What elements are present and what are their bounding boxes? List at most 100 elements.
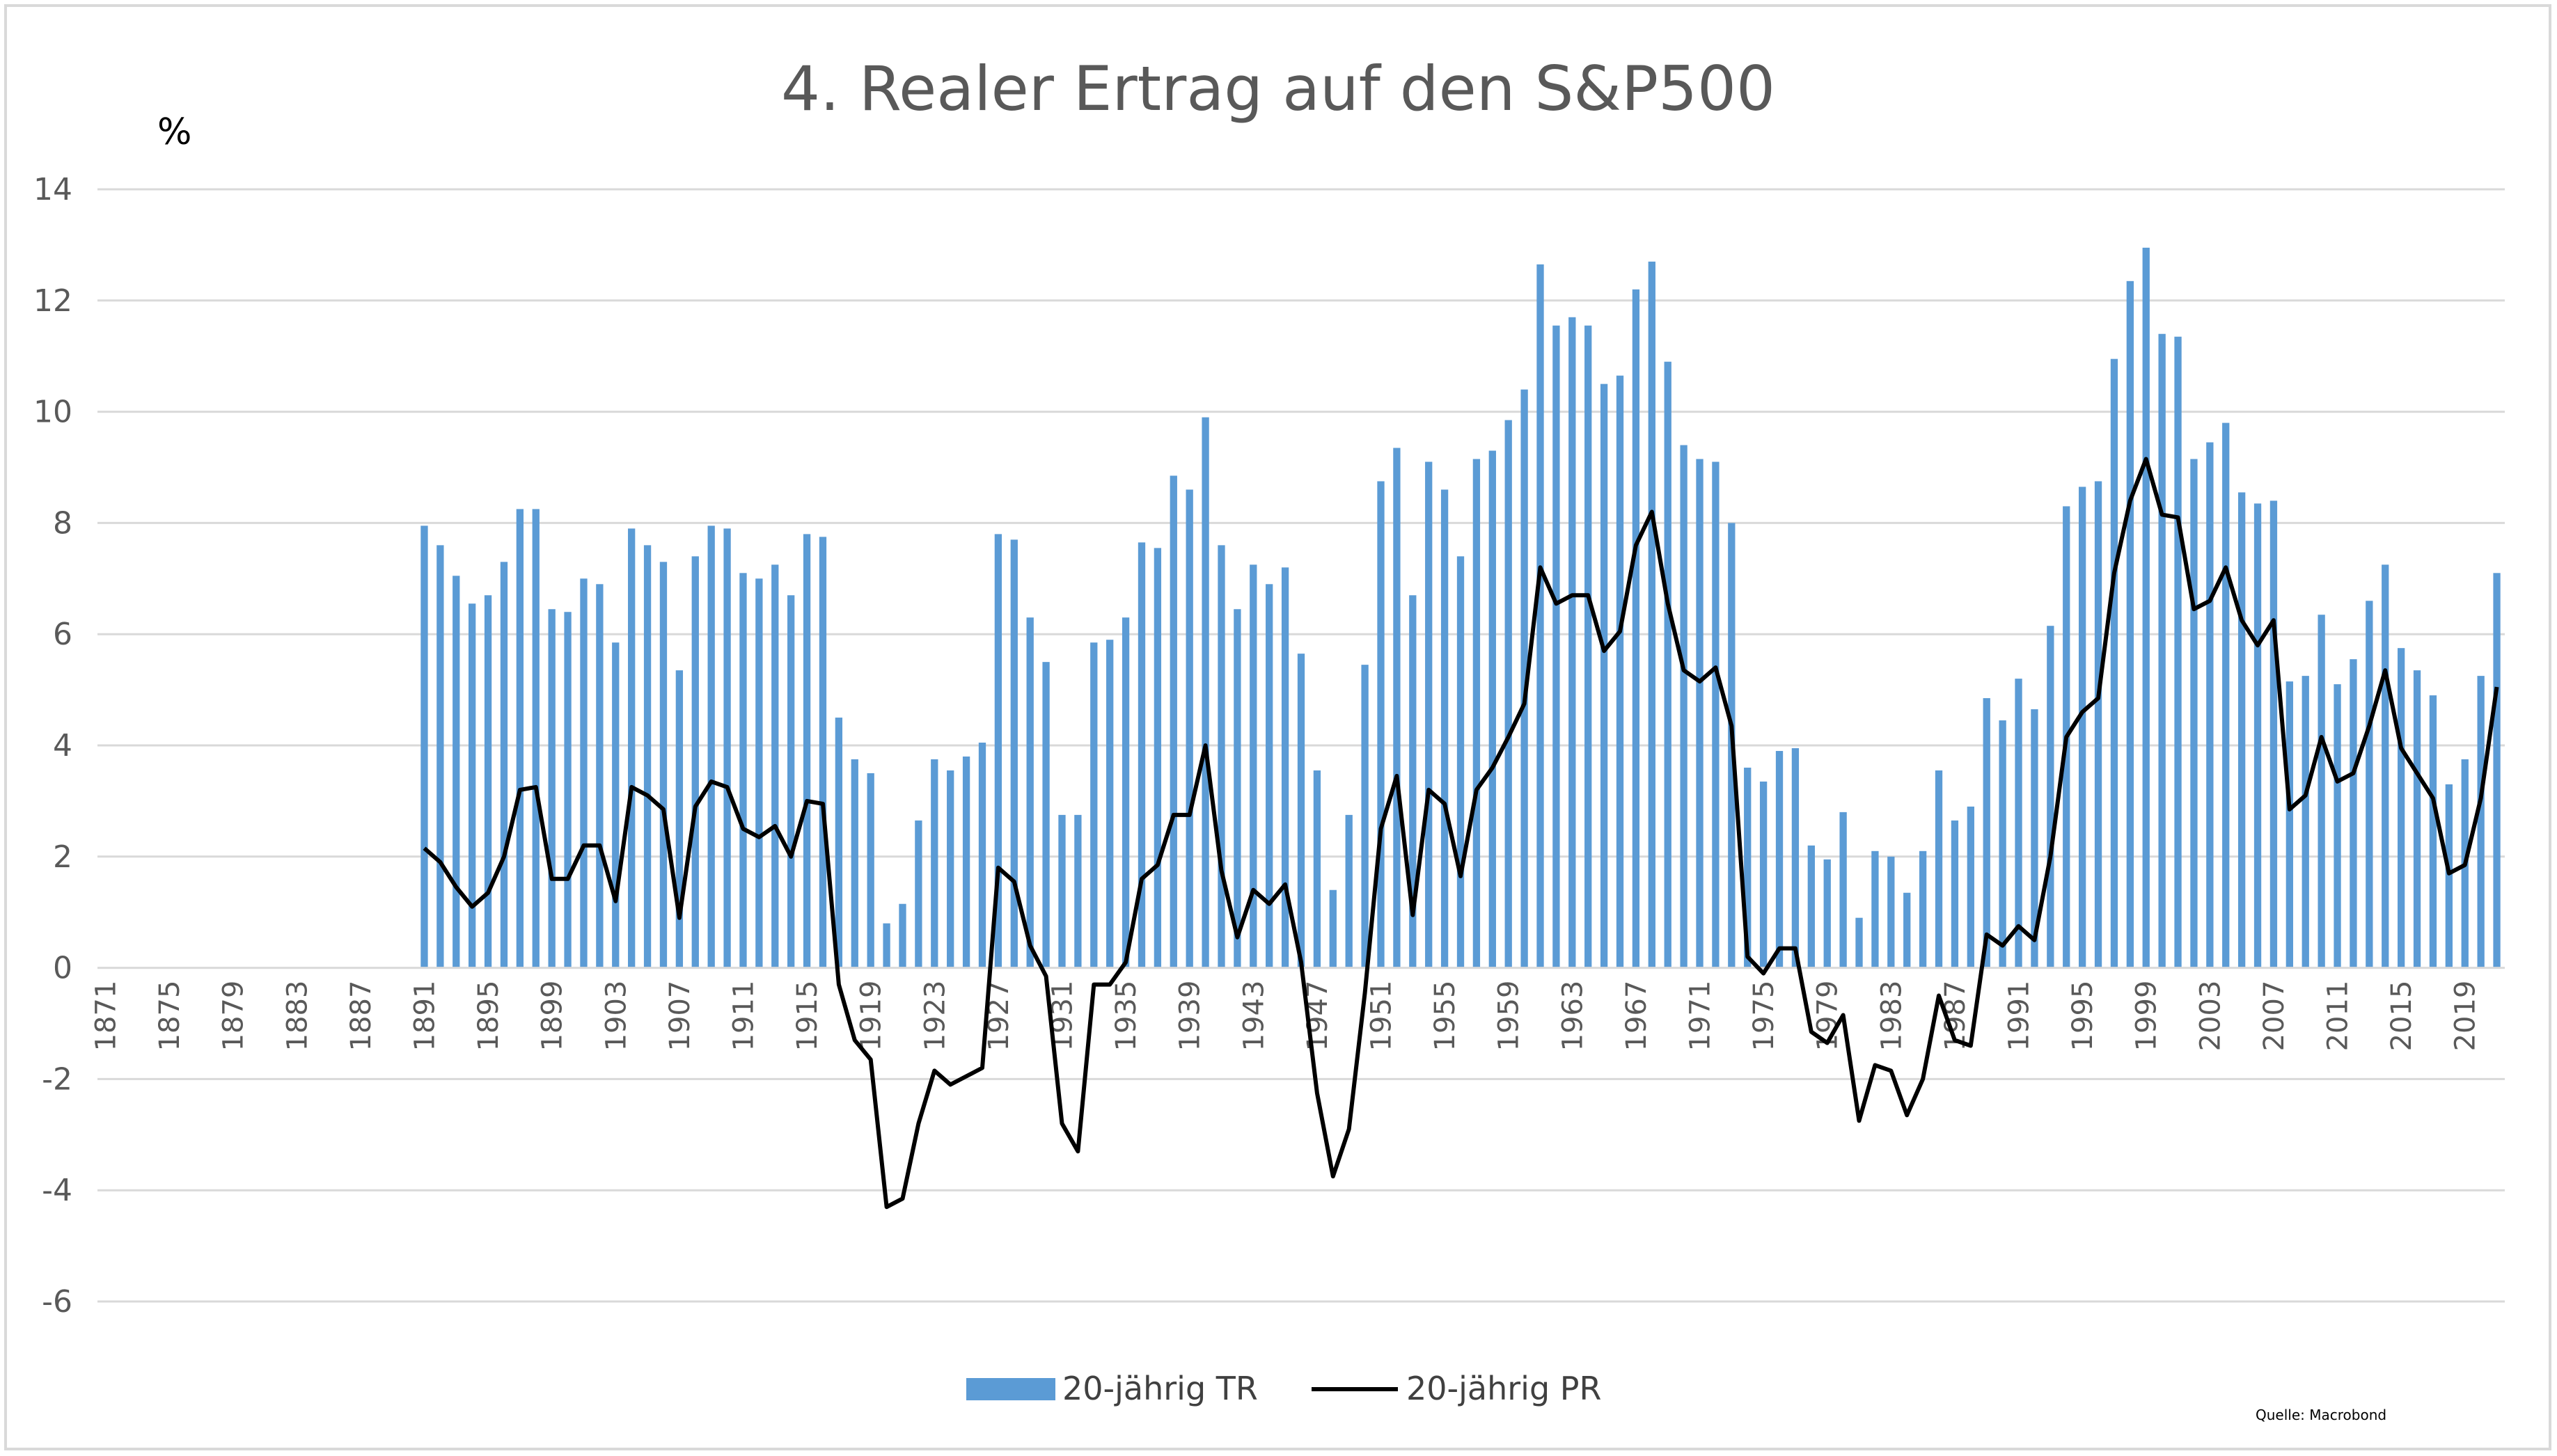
bar-tr-2004 <box>2222 422 2230 968</box>
y-tick-label: 4 <box>53 728 72 763</box>
bar-tr-1936 <box>1138 542 1146 968</box>
bar-tr-2001 <box>2174 336 2182 968</box>
bar-tr-1967 <box>1632 289 1640 968</box>
bar-tr-1921 <box>899 903 906 968</box>
bar-tr-1992 <box>2031 709 2038 968</box>
bar-tr-1951 <box>1377 481 1385 968</box>
legend-label-pr: 20-jährig PR <box>1406 1370 1601 1407</box>
bar-tr-1986 <box>1935 770 1943 968</box>
bar-tr-1993 <box>2047 626 2054 968</box>
bar-tr-1916 <box>819 537 827 968</box>
bar-tr-1962 <box>1552 325 1560 968</box>
x-tick-label: 1923 <box>919 981 951 1052</box>
x-tick-label: 1915 <box>792 981 824 1052</box>
bar-tr-1900 <box>564 612 572 968</box>
bar-tr-1983 <box>1887 856 1895 968</box>
x-tick-label: 1903 <box>600 981 632 1052</box>
bar-tr-1911 <box>739 573 747 968</box>
x-tick-label: 1895 <box>473 981 505 1052</box>
bar-tr-1997 <box>2110 358 2118 968</box>
bar-tr-2005 <box>2237 492 2246 968</box>
x-tick-label: 1967 <box>1621 981 1653 1052</box>
x-tick-label: 2003 <box>2194 981 2226 1052</box>
bar-tr-2000 <box>2158 333 2166 968</box>
bar-tr-1998 <box>2126 280 2134 968</box>
bar-tr-1918 <box>851 759 858 968</box>
x-tick-label: 1995 <box>2067 981 2099 1052</box>
bar-tr-1935 <box>1122 617 1130 968</box>
bar-tr-1987 <box>1951 820 1959 968</box>
bar-tr-1926 <box>978 743 986 968</box>
bar-tr-1898 <box>532 509 540 968</box>
bar-tr-1956 <box>1456 556 1465 968</box>
bar-tr-1939 <box>1186 489 1193 968</box>
bar-tr-1959 <box>1504 420 1512 968</box>
bar-tr-1972 <box>1712 461 1720 968</box>
line-series-pr <box>423 457 2499 1210</box>
bar-tr-1985 <box>1919 850 1927 968</box>
bar-tr-1963 <box>1568 317 1576 968</box>
bar-tr-1927 <box>994 534 1002 968</box>
bar-tr-1995 <box>2078 486 2086 968</box>
bar-tr-1934 <box>1106 640 1114 968</box>
y-tick-label: -6 <box>42 1284 72 1320</box>
bar-tr-1965 <box>1600 383 1608 968</box>
bar-tr-1947 <box>1313 770 1321 968</box>
x-tick-label: 1951 <box>1366 981 1398 1052</box>
x-tick-label: 1871 <box>90 981 122 1052</box>
x-tick-label: 1935 <box>1110 981 1142 1052</box>
bar-tr-1941 <box>1218 545 1225 968</box>
bar-tr-1894 <box>469 603 476 968</box>
bar-tr-1996 <box>2094 481 2102 968</box>
x-tick-label: 1955 <box>1429 981 1461 1052</box>
x-tick-label: 2007 <box>2258 981 2290 1052</box>
bar-tr-1914 <box>787 595 795 968</box>
x-tick-label: 1963 <box>1557 981 1589 1052</box>
x-tick-label: 1943 <box>1238 981 1270 1052</box>
bar-tr-1961 <box>1536 264 1544 968</box>
bar-tr-1991 <box>2015 679 2022 968</box>
bar-tr-1901 <box>580 578 588 968</box>
bar-tr-2017 <box>2429 695 2437 968</box>
bar-tr-1968 <box>1648 261 1655 968</box>
bar-tr-1931 <box>1058 814 1066 968</box>
bar-tr-2015 <box>2397 648 2405 968</box>
bar-tr-1919 <box>867 773 874 968</box>
bar-tr-1929 <box>1026 617 1034 968</box>
bar-tr-2008 <box>2285 681 2293 968</box>
x-tick-label: 1991 <box>2004 981 2036 1052</box>
y-tick-label: 0 <box>53 951 72 986</box>
legend-swatch-tr <box>966 1378 1055 1400</box>
bar-tr-1891 <box>420 525 428 968</box>
x-tick-label: 1999 <box>2131 981 2163 1052</box>
bar-tr-1938 <box>1170 475 1177 968</box>
bar-tr-1912 <box>755 578 763 968</box>
bar-tr-2013 <box>2366 601 2373 968</box>
x-axis-ticks: 1871 1875 1879 1883 1887 1891 1895 1899 1903 1907… <box>90 981 2481 1052</box>
bar-tr-1940 <box>1202 417 1209 968</box>
x-tick-label: 1975 <box>1748 981 1780 1052</box>
bar-tr-1943 <box>1250 564 1257 968</box>
y-tick-label: 10 <box>33 395 72 430</box>
bar-tr-1908 <box>691 556 699 968</box>
bar-tr-2003 <box>2206 442 2214 968</box>
bar-tr-1910 <box>723 528 731 968</box>
bar-tr-1915 <box>803 534 811 968</box>
bar-tr-1923 <box>931 759 938 968</box>
bar-tr-1954 <box>1425 461 1433 968</box>
x-tick-label: 1879 <box>218 981 250 1052</box>
bar-tr-1971 <box>1696 459 1704 968</box>
bar-tr-1982 <box>1871 850 1879 968</box>
bar-tr-2016 <box>2413 670 2421 968</box>
bar-tr-1930 <box>1042 662 1050 968</box>
bar-tr-1909 <box>707 525 715 968</box>
y-tick-label: 12 <box>33 283 72 319</box>
bar-tr-1977 <box>1791 747 1800 968</box>
bar-tr-1990 <box>1999 720 2006 968</box>
bar-tr-1925 <box>962 756 970 968</box>
bar-tr-1920 <box>883 923 890 968</box>
bar-tr-1913 <box>771 564 779 968</box>
bar-tr-1907 <box>675 670 684 968</box>
bar-tr-2010 <box>2318 615 2325 968</box>
bar-tr-1969 <box>1664 361 1671 968</box>
